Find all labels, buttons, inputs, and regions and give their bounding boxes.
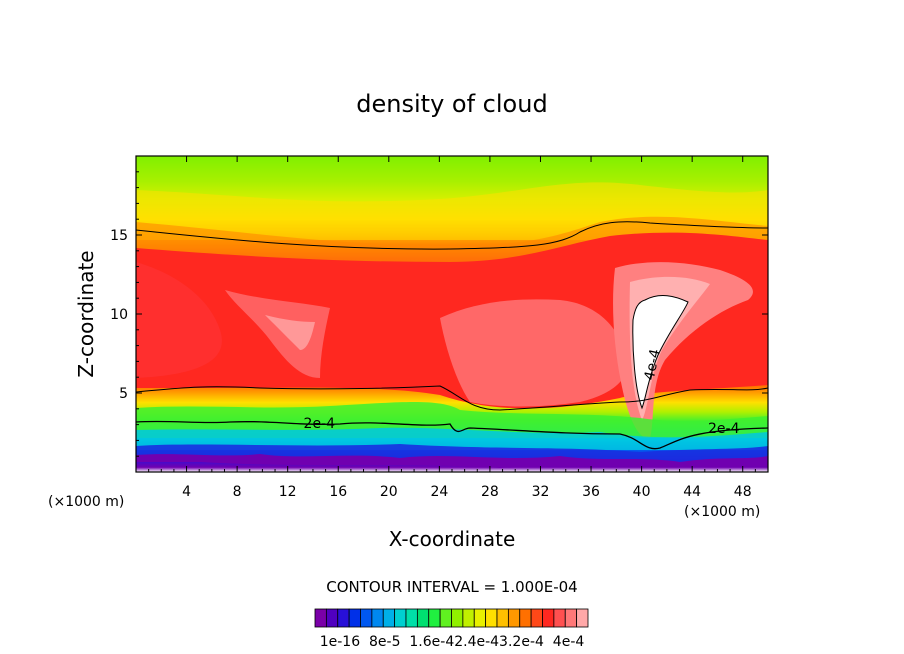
x-tick-label: 20: [380, 484, 398, 500]
field-pink-plume-2: [440, 299, 629, 407]
x-tick-label: 28: [481, 484, 499, 500]
contour-label-group: 2e-4 2e-4 4e-4: [304, 348, 740, 437]
contour-line-upper: [136, 221, 768, 250]
y-tick-label: 15: [110, 228, 128, 244]
x-tick-label: 32: [532, 484, 550, 500]
x-tick-label: 36: [582, 484, 600, 500]
x-unit-note-left: (×1000 m): [48, 494, 124, 510]
colorbar-swatch: [485, 608, 498, 628]
contour-label: 2e-4: [304, 416, 336, 432]
field-lower-cyan-band: [136, 427, 768, 450]
colorbar-swatch: [325, 608, 339, 628]
x-tick-label: 24: [430, 484, 448, 500]
colorbar-swatch: [496, 608, 509, 628]
colorbar-swatch: [382, 608, 396, 628]
colorbar-swatch: [553, 608, 566, 628]
colorbar-swatch: [530, 608, 543, 628]
x-axis-label: X-coordinate: [389, 527, 516, 551]
colorbar-swatch: [337, 608, 350, 628]
colorbar-swatch: [416, 608, 430, 628]
y-tick-label: 5: [119, 386, 128, 402]
colorbar-swatch: [519, 608, 532, 628]
colorbar-swatch: [314, 608, 327, 628]
colorbar-swatch: [428, 608, 441, 628]
field-max-region: [632, 295, 689, 410]
colorbar-swatch: [564, 608, 578, 628]
x-tick-label: 12: [279, 484, 297, 500]
colorbar-swatch: [507, 608, 521, 628]
x-tick-label: 40: [633, 484, 651, 500]
colorbar-swatch: [542, 608, 555, 628]
contour-line-2e-4: [136, 420, 768, 450]
colorbar-swatch: [371, 608, 384, 628]
x-tick-label: 44: [683, 484, 701, 500]
colorbar-swatch: [462, 608, 475, 628]
field-red-left-lobe: [136, 262, 222, 378]
contour-label: 4e-4: [642, 348, 664, 382]
y-axis-label: Z-coordinate: [74, 250, 98, 377]
colorbar-swatch: [405, 608, 418, 628]
x-tick-label: 16: [329, 484, 347, 500]
x-tick-label: 48: [734, 484, 752, 500]
y-axis: 5 10 15: [110, 171, 768, 457]
plot-area: [136, 156, 768, 472]
field-lower-green-band: [136, 402, 768, 438]
field-lower-purple-band: [136, 454, 768, 468]
y-tick-label: 10: [110, 307, 128, 323]
colorbar-swatch: [576, 608, 589, 628]
colorbar-swatch: [451, 608, 464, 628]
colorbar-swatch: [394, 608, 407, 628]
chart-title: density of cloud: [356, 90, 547, 118]
colorbar-swatch: [439, 608, 452, 628]
x-tick-label: 4: [182, 484, 191, 500]
colorbar-swatch: [473, 608, 487, 628]
colorbar: [314, 608, 589, 628]
x-axis: 4 8 12 16 20 24 28 32 36 40 44 48: [148, 156, 756, 500]
contour-line-mid: [136, 385, 768, 411]
field-pink-plume-1: [225, 290, 330, 378]
contour-label: 2e-4: [708, 421, 740, 437]
field-pink-plume-1-core: [265, 315, 315, 350]
contour-interval-label: CONTOUR INTERVAL = 1.000E-04: [326, 578, 577, 596]
colorbar-swatch: [360, 608, 373, 628]
x-tick-label: 8: [233, 484, 242, 500]
x-unit-note-right: (×1000 m): [684, 504, 760, 520]
colorbar-swatch: [348, 608, 361, 628]
colorbar-tick-labels: 1e-16 8e-5 1.6e-42.4e-43.2e-4 4e-4: [320, 634, 585, 650]
